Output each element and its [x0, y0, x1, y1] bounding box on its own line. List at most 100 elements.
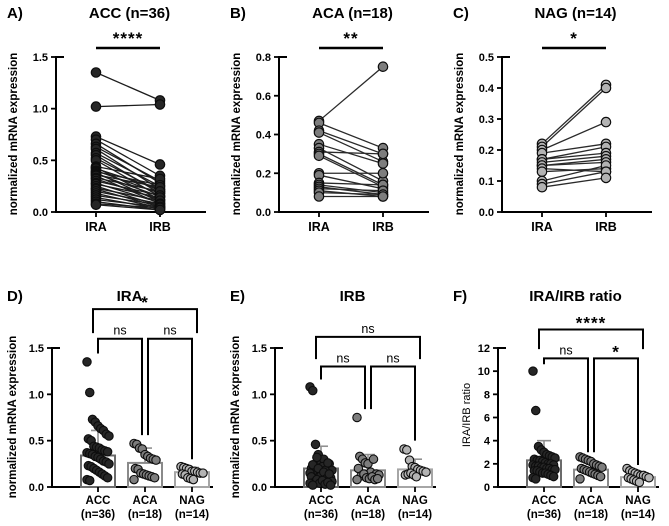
data-point	[313, 191, 325, 202]
data-point	[372, 473, 383, 484]
group-n-label: (n=18)	[574, 509, 608, 521]
comparison-label: ns	[361, 322, 374, 336]
pair-line	[541, 171, 607, 185]
group-n-label: (n=36)	[304, 509, 338, 521]
group-label: ACC	[532, 495, 557, 507]
comparison-bracket	[538, 328, 644, 350]
data-point	[90, 101, 102, 112]
pair-line	[95, 152, 161, 187]
y-tick-label: 0.3	[479, 114, 494, 126]
data-point	[421, 467, 431, 477]
y-tick-label: 8	[484, 389, 490, 401]
data-point	[313, 127, 325, 138]
y-tick-label: 0.5	[29, 436, 44, 448]
pair-line	[95, 185, 161, 207]
y-tick-label: 0.6	[256, 91, 271, 103]
pair-line	[95, 190, 161, 205]
panel-title: IRA	[116, 288, 143, 305]
y-tick-label: 1.5	[29, 343, 44, 355]
panel-letter: D)	[7, 288, 23, 305]
y-tick-label: 0.4	[256, 130, 272, 142]
comparison-bracket	[593, 357, 639, 465]
data-point	[154, 204, 166, 216]
pair-line	[95, 135, 161, 166]
data-point	[85, 475, 95, 486]
y-tick-label: 0.0	[29, 482, 44, 494]
group-n-label: (n=36)	[81, 509, 115, 521]
y-tick-label: 10	[478, 366, 490, 378]
data-point	[325, 480, 336, 490]
data-point	[151, 455, 161, 465]
y-tick-label: 0.0	[256, 207, 271, 219]
pair-line	[318, 130, 384, 155]
plot-canvas: 0 2 4 6 8 10 12 **** ns * ACC (n=36) ACA (n=18) NAG (n=…	[478, 313, 659, 521]
y-tick-label: 1.0	[33, 104, 48, 116]
y-tick-label: 0.2	[256, 168, 271, 180]
pair-line	[541, 84, 607, 145]
pair-line	[541, 155, 607, 164]
data-point	[85, 387, 95, 398]
y-tick-label: 0.1	[479, 176, 494, 188]
panel-letter: E)	[230, 288, 245, 305]
data-point	[528, 366, 538, 376]
comparison-bracket	[315, 335, 421, 360]
group-n-label: (n=14)	[398, 509, 432, 521]
y-tick-label: 1.5	[33, 52, 48, 64]
group-label: ACC	[86, 495, 111, 507]
panel-B: B) ACA (n=18) normalized mRNA expression…	[223, 0, 446, 263]
group-label: ACA	[133, 495, 158, 507]
comparison-label: ns	[336, 352, 349, 366]
pair-line	[318, 147, 384, 182]
pair-line	[541, 161, 607, 167]
significance-label: ****	[113, 29, 143, 48]
group-label: NAG	[179, 495, 205, 507]
data-point	[188, 474, 199, 485]
data-point	[377, 61, 389, 72]
data-point	[154, 159, 166, 170]
panel-A: A) ACC (n=36) normalized mRNA expression…	[0, 0, 223, 263]
pair-line	[95, 177, 161, 192]
pair-line	[541, 87, 607, 148]
data-point	[323, 458, 333, 468]
data-point	[634, 477, 645, 488]
data-point	[90, 67, 102, 78]
pair-line	[95, 146, 161, 182]
pair-line	[318, 151, 384, 155]
data-point	[154, 99, 166, 110]
panel-D: D) IRA normalized mRNA expression 0.0 0.5…	[0, 263, 223, 526]
panel-title: IRB	[339, 288, 366, 305]
data-point	[104, 431, 114, 441]
pair-line	[541, 167, 607, 173]
pair-line	[318, 122, 384, 149]
data-point	[575, 474, 585, 484]
x-tick-label: IRA	[308, 220, 330, 234]
data-point	[308, 385, 318, 396]
pair-line	[318, 66, 384, 122]
panel-F: F) IRA/IRB ratio IRA/IRB ratio 0 2 4 6 8 10 12…	[446, 263, 669, 526]
plot-canvas: 0.0 0.2 0.4 0.6 0.8 IRA IRB **	[256, 29, 429, 234]
y-tick-label: 0	[484, 482, 490, 494]
data-point	[377, 148, 389, 160]
data-point	[149, 472, 160, 483]
axes	[55, 56, 206, 213]
y-tick-label: 4	[484, 436, 491, 448]
panel-letter: B)	[230, 5, 246, 22]
y-tick-label: 0.0	[33, 207, 48, 219]
y-tick-label: 0.5	[252, 436, 267, 448]
pair-line	[95, 174, 161, 188]
plot-canvas: 0.0 0.1 0.2 0.3 0.4 0.5 IRA IRB *	[479, 29, 652, 234]
comparison-label: ns	[386, 352, 399, 366]
pair-line	[95, 187, 161, 202]
group-label: NAG	[402, 495, 428, 507]
data-point	[531, 474, 541, 484]
x-tick-label: IRB	[149, 220, 171, 234]
panel-C: C) NAG (n=14) normalized mRNA expression…	[446, 0, 669, 263]
data-point	[310, 439, 321, 450]
pair-line	[95, 203, 161, 209]
pair-line	[95, 180, 161, 197]
y-tick-label: 6	[484, 413, 490, 425]
data-point	[308, 480, 318, 490]
x-tick-label: IRB	[372, 220, 394, 234]
data-point	[600, 82, 612, 94]
pair-line	[541, 143, 607, 154]
